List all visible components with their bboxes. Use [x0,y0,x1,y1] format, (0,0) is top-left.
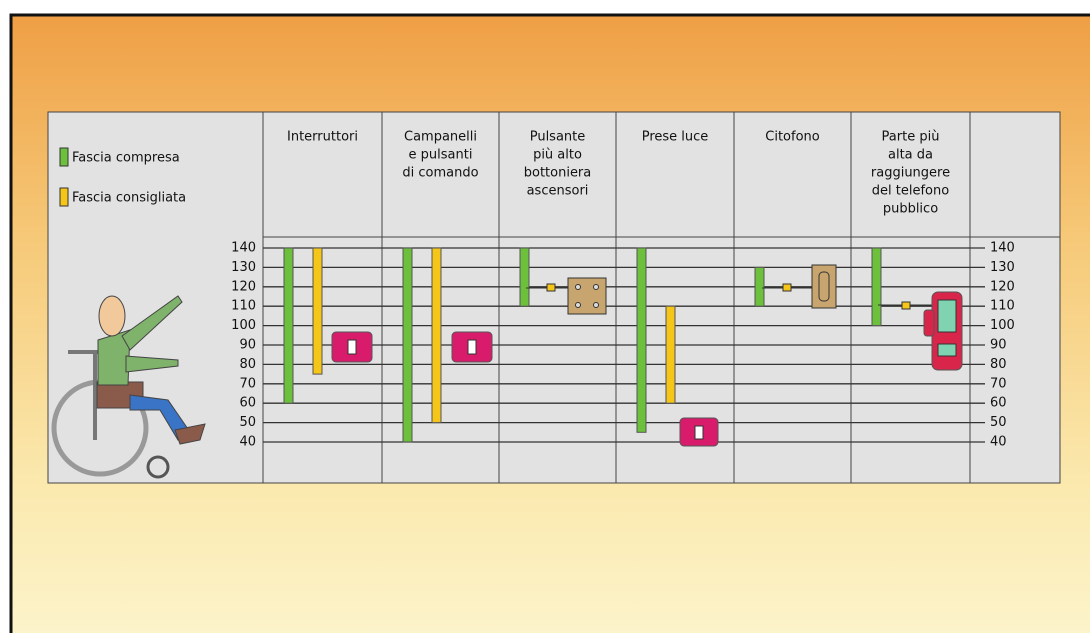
category-label: più alto [533,148,582,163]
y-tick-label: 120 [231,279,256,294]
category-label: bottoniera [524,166,592,181]
y-tick-label: 60 [239,396,256,411]
legend-label: Fascia compresa [72,151,180,166]
category-label: Pulsante [530,130,586,145]
range-bar [519,247,530,307]
range-bar [871,247,882,327]
y-tick-label-right: 130 [990,260,1015,275]
category-label: ascensori [527,184,589,199]
y-tick-label: 40 [239,435,256,450]
category-label: Campanelli [404,130,477,145]
y-tick-label-right: 140 [990,241,1015,256]
legend-label: Fascia consigliata [72,191,186,206]
category-label: Interruttori [287,130,358,145]
column-dividers [262,112,1060,483]
y-tick-label: 110 [231,299,256,314]
range-bar [283,247,294,404]
y-tick-label-right: 100 [990,318,1015,333]
category-label: Parte più [882,130,940,145]
y-tick-label-right: 50 [990,415,1007,430]
category-label: e pulsanti [409,148,473,163]
category-label: pubblico [883,202,938,217]
category-label: di comando [402,166,478,181]
range-bar [312,247,323,375]
category-label: alta da [888,148,933,163]
y-tick-label: 70 [239,376,256,391]
y-tick-label-right: 120 [990,279,1015,294]
plot: 140 140 130 130 120 120 110 110 100 100 90 90 80 80 70… [59,130,1015,450]
y-tick-label: 130 [231,260,256,275]
range-bar [636,247,647,433]
wheelchair-figure [51,295,206,479]
y-tick-label: 90 [239,338,256,353]
icons [331,264,963,447]
y-tick-label: 100 [231,318,256,333]
legend-swatch [59,187,69,207]
category-label: del telefono [872,184,949,199]
y-tick-label-right: 60 [990,396,1007,411]
table [47,111,1061,484]
y-tick-label-right: 40 [990,435,1007,450]
range-bar [754,266,765,307]
range-bar [431,247,442,424]
y-tick-label: 80 [239,357,256,372]
range-bar [402,247,413,443]
range-bar [665,305,676,404]
category-label: Citofono [765,130,820,145]
category-label: Prese luce [642,130,709,145]
legend-swatch [59,147,69,167]
y-tick-label: 140 [231,241,256,256]
y-tick-label: 50 [239,415,256,430]
y-tick-label-right: 70 [990,376,1007,391]
category-label: raggiungere [871,166,950,181]
y-tick-label-right: 80 [990,357,1007,372]
y-tick-label-right: 110 [990,299,1015,314]
y-tick-label-right: 90 [990,338,1007,353]
